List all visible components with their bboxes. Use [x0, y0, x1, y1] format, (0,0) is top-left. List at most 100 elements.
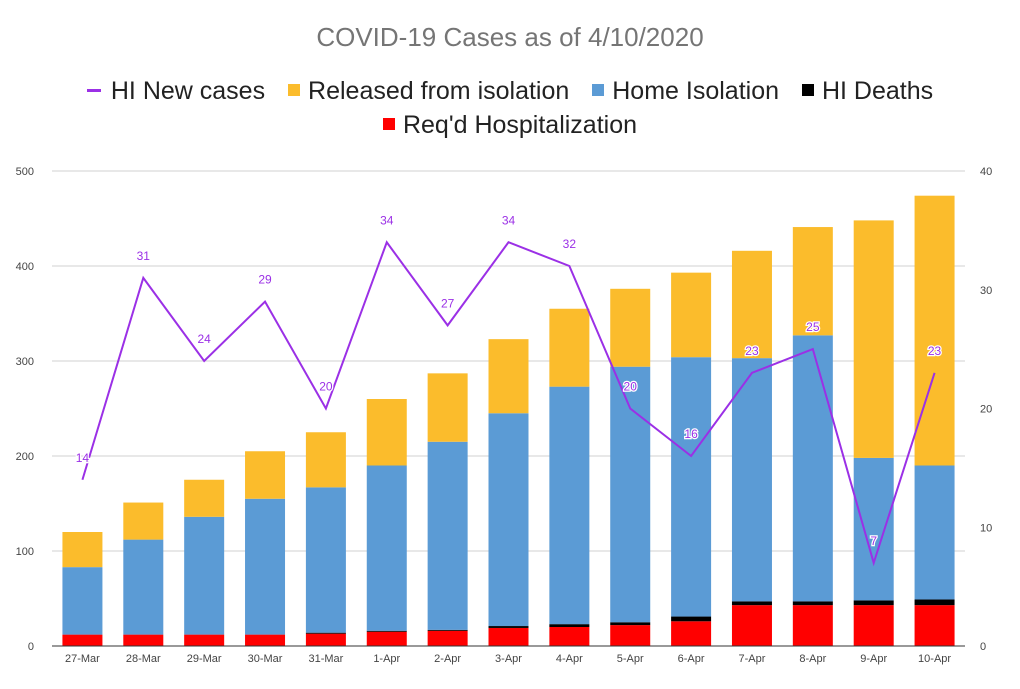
- legend-label-released: Released from isolation: [308, 77, 570, 105]
- x-tick-label: 27-Mar: [65, 653, 100, 665]
- bar-hi-deaths: [610, 622, 651, 626]
- y-right-tick-label: 30: [980, 285, 992, 297]
- bar-req-d-hospitalization: [731, 605, 772, 646]
- line-data-label: 34: [502, 213, 516, 227]
- line-data-label: 20: [624, 380, 638, 394]
- bar-req-d-hospitalization: [245, 634, 286, 646]
- bar-req-d-hospitalization: [366, 631, 407, 646]
- y-right-tick-label: 10: [980, 522, 992, 534]
- line-data-label: 23: [928, 344, 942, 358]
- line-data-label: 23: [745, 344, 759, 358]
- bar-req-d-hospitalization: [549, 627, 590, 646]
- bar-hi-deaths: [671, 616, 712, 622]
- y-left-tick-label: 0: [28, 641, 34, 653]
- bar-home-isolation: [671, 357, 712, 617]
- bar-home-isolation: [549, 386, 590, 625]
- bar-released-from-isolation: [123, 502, 164, 540]
- bar-released-from-isolation: [549, 308, 590, 387]
- line-data-label: 32: [563, 237, 577, 251]
- bar-req-d-hospitalization: [427, 630, 468, 646]
- line-data-label: 16: [684, 427, 698, 441]
- line-data-label: 25: [806, 320, 820, 334]
- legend-item-new-cases: HI New cases: [86, 74, 266, 108]
- bar-home-isolation: [488, 413, 529, 627]
- y-left-tick-label: 400: [16, 261, 34, 273]
- bar-hi-deaths: [914, 599, 955, 606]
- legend-label-new-cases: HI New cases: [110, 77, 266, 105]
- bar-home-isolation: [184, 516, 225, 635]
- bar-home-isolation: [305, 487, 346, 633]
- bar-home-isolation: [853, 457, 894, 601]
- legend-item-home-isolation: Home Isolation: [592, 74, 779, 108]
- x-tick-label: 10-Apr: [918, 653, 951, 665]
- legend: HI New cases Released from isolation Hom…: [0, 74, 1020, 142]
- line-data-label: 14: [76, 451, 90, 465]
- bar-req-d-hospitalization: [123, 634, 164, 646]
- bar-released-from-isolation: [305, 432, 346, 488]
- bar-req-d-hospitalization: [305, 633, 346, 646]
- bar-hi-deaths: [427, 629, 468, 631]
- x-tick-label: 31-Mar: [308, 653, 343, 665]
- legend-swatch-new-cases: [86, 88, 101, 92]
- x-tick-label: 4-Apr: [556, 653, 583, 665]
- bar-released-from-isolation: [671, 272, 712, 358]
- bar-released-from-isolation: [245, 451, 286, 499]
- bar-req-d-hospitalization: [671, 621, 712, 646]
- bar-req-d-hospitalization: [184, 634, 225, 646]
- line-data-label: 20: [319, 380, 333, 394]
- line-data-label: 34: [380, 213, 394, 227]
- bar-home-isolation: [427, 441, 468, 630]
- bar-hi-deaths: [488, 626, 529, 628]
- legend-swatch-hospitalization: [382, 118, 395, 131]
- bar-home-isolation: [245, 498, 286, 635]
- bar-released-from-isolation: [610, 288, 651, 367]
- bar-home-isolation: [731, 358, 772, 602]
- x-tick-label: 30-Mar: [248, 653, 283, 665]
- line-data-label: 7: [870, 534, 877, 548]
- x-tick-label: 1-Apr: [373, 653, 400, 665]
- bar-hi-deaths: [549, 624, 590, 627]
- line-data-label: 24: [197, 332, 211, 346]
- x-tick-label: 28-Mar: [126, 653, 161, 665]
- bar-home-isolation: [792, 335, 833, 602]
- bar-home-isolation: [914, 465, 955, 600]
- bar-hi-deaths: [731, 601, 772, 606]
- legend-label-deaths: HI Deaths: [821, 77, 934, 105]
- legend-label-hospitalization: Req'd Hospitalization: [402, 111, 638, 139]
- legend-item-released: Released from isolation: [288, 74, 569, 108]
- x-tick-label: 7-Apr: [739, 653, 766, 665]
- bar-req-d-hospitalization: [792, 605, 833, 646]
- x-tick-label: 8-Apr: [799, 653, 826, 665]
- bar-released-from-isolation: [914, 195, 955, 466]
- y-right-tick-label: 0: [980, 641, 986, 653]
- bar-hi-deaths: [305, 632, 346, 634]
- x-tick-label: 3-Apr: [495, 653, 522, 665]
- y-left-tick-label: 300: [16, 356, 34, 368]
- line-data-label: 27: [441, 296, 455, 310]
- bar-released-from-isolation: [731, 250, 772, 359]
- y-left-tick-label: 200: [16, 451, 34, 463]
- legend-swatch-home-isolation: [592, 84, 605, 97]
- bar-req-d-hospitalization: [488, 627, 529, 646]
- bar-released-from-isolation: [853, 220, 894, 458]
- x-tick-label: 29-Mar: [187, 653, 222, 665]
- line-new-cases: [81, 240, 936, 567]
- y-right-tick-label: 40: [980, 166, 992, 178]
- x-tick-label: 9-Apr: [860, 653, 887, 665]
- line-data-label: 29: [258, 273, 272, 287]
- bar-released-from-isolation: [792, 227, 833, 336]
- bar-hi-deaths: [853, 600, 894, 606]
- x-tick-label: 5-Apr: [617, 653, 644, 665]
- bar-released-from-isolation: [488, 339, 529, 414]
- legend-label-home-isolation: Home Isolation: [612, 77, 779, 105]
- bar-home-isolation: [366, 465, 407, 631]
- bar-home-isolation: [123, 539, 164, 635]
- bar-hi-deaths: [792, 601, 833, 606]
- legend-item-deaths: HI Deaths: [801, 74, 934, 108]
- y-right-tick-label: 20: [980, 404, 992, 416]
- legend-swatch-deaths: [801, 84, 814, 97]
- bar-released-from-isolation: [62, 532, 103, 568]
- bar-home-isolation: [610, 366, 651, 623]
- bar-req-d-hospitalization: [610, 625, 651, 646]
